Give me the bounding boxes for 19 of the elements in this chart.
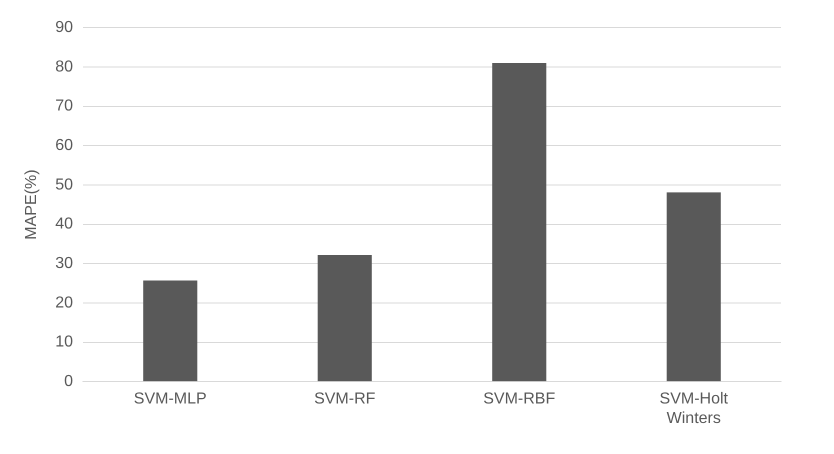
y-tick-label: 70 [55,98,74,115]
x-tick-label: SVM-RBF [483,390,556,408]
x-tick-label: SVM-MLP [134,390,207,408]
y-tick-label: 50 [55,176,74,194]
x-tick-label: SVM-Holt Winters [660,390,729,427]
y-tick-label: 60 [55,137,74,154]
bar [666,192,721,382]
y-tick-label: 80 [55,58,74,76]
bar [143,280,198,382]
x-tick-label: SVM-RF [314,390,376,408]
y-tick-label: 20 [55,294,74,312]
y-tick-label: 10 [55,334,74,351]
y-tick-label: 40 [55,216,74,233]
bar [492,63,546,382]
y-tick-label: 0 [64,373,74,390]
bar [318,254,372,382]
y-axis-title: MAPE(%) [23,169,40,240]
y-tick-label: 30 [55,255,74,272]
y-tick-label: 90 [55,19,74,36]
